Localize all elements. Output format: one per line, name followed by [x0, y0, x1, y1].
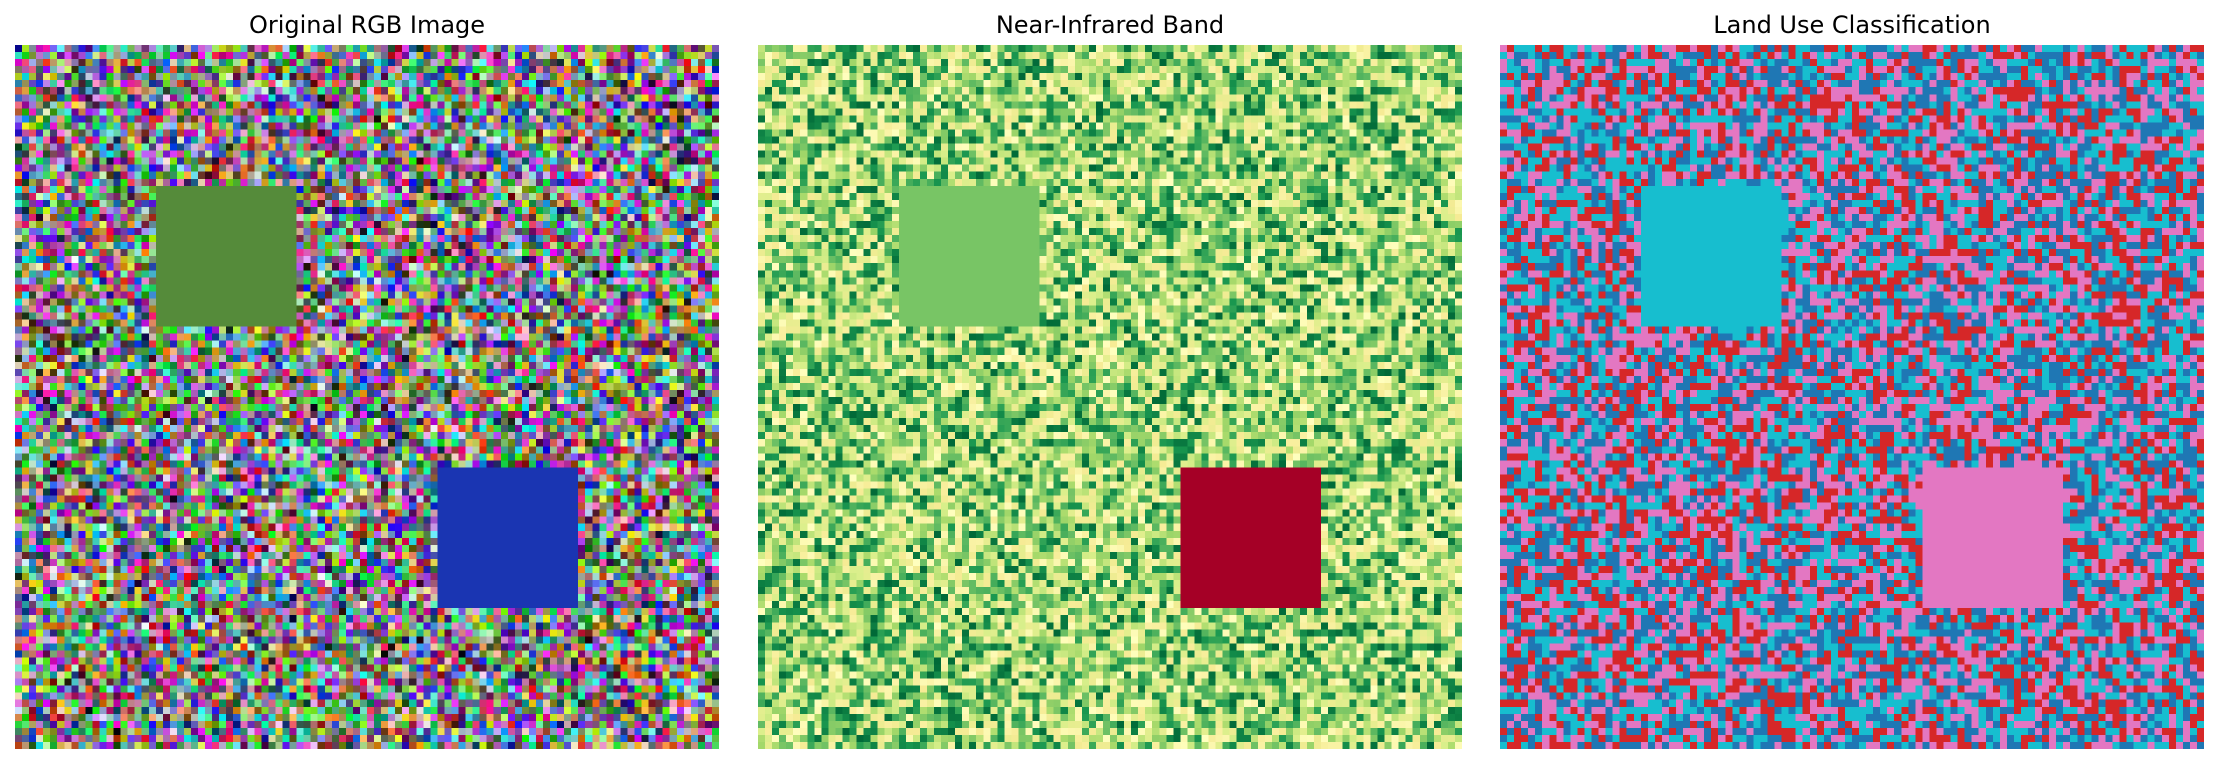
rgb-image-panel: [15, 45, 719, 749]
panel-title-landuse: Land Use Classification: [1713, 11, 1991, 39]
panel-title-nir: Near-Infrared Band: [995, 11, 1225, 39]
nir-band-panel: [758, 45, 1462, 749]
land-use-panel: [1500, 45, 2204, 749]
panel-title-rgb: Original RGB Image: [248, 11, 486, 39]
